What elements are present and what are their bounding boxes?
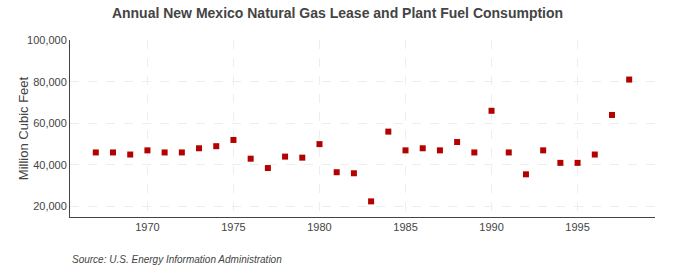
svg-text:1995: 1995: [565, 221, 589, 233]
svg-text:100,000: 100,000: [27, 34, 67, 46]
svg-text:60,000: 60,000: [33, 117, 67, 129]
svg-text:Annual New Mexico Natural Gas: Annual New Mexico Natural Gas Lease and …: [112, 5, 563, 21]
svg-text:80,000: 80,000: [33, 76, 67, 88]
svg-text:1985: 1985: [393, 221, 417, 233]
svg-text:40,000: 40,000: [33, 159, 67, 171]
svg-text:1970: 1970: [135, 221, 159, 233]
svg-text:1975: 1975: [221, 221, 245, 233]
svg-text:1980: 1980: [307, 221, 331, 233]
svg-text:Source: U.S. Energy Informatio: Source: U.S. Energy Information Administ…: [72, 254, 282, 265]
svg-text:20,000: 20,000: [33, 200, 67, 212]
svg-text:1990: 1990: [479, 221, 503, 233]
svg-text:Million Cubic Feet: Million Cubic Feet: [16, 76, 31, 180]
